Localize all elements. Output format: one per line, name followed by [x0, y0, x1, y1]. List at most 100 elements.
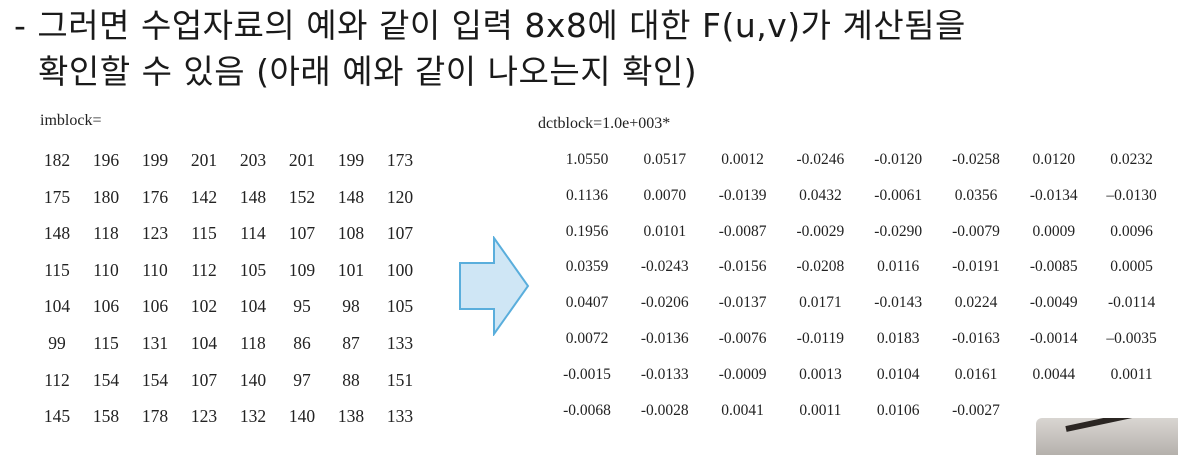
imblock-cell: 182 — [43, 150, 71, 170]
imblock-cell: 110 — [142, 259, 168, 280]
imblock-cell: 148 — [337, 186, 365, 207]
imblock-cell: 196 — [92, 150, 120, 170]
dctblock-cell: 0.0005 — [1110, 258, 1153, 276]
dctblock-cell: -0.0163 — [952, 330, 1000, 347]
imblock-cell: 133 — [386, 333, 414, 353]
dctblock-cell: 0.0171 — [799, 294, 842, 312]
dctblock-cell: -0.0243 — [640, 258, 689, 276]
imblock-cell: 95 — [293, 296, 311, 317]
dctblock-cell: -0.0076 — [718, 330, 767, 347]
dctblock-cell: -0.0114 — [1107, 294, 1156, 312]
dctblock-cell: 0.0232 — [1110, 151, 1153, 168]
imblock-cell: 109 — [288, 259, 316, 280]
imblock-cell: 97 — [293, 369, 311, 390]
dctblock-cell: -0.0015 — [563, 365, 611, 383]
headline-line-2: 확인할 수 있음 (아래 예와 같이 나오는지 확인) — [38, 52, 698, 91]
dctblock-cell: 0.0012 — [721, 151, 764, 168]
dctblock-cell: 0.0359 — [565, 258, 609, 276]
imblock-cell: 123 — [190, 406, 218, 427]
dctblock-label: dctblock=1.0e+003* — [538, 115, 671, 132]
imblock-cell: 101 — [337, 259, 365, 280]
imblock-cell: 175 — [43, 186, 71, 207]
imblock-cell: 87 — [342, 333, 360, 353]
dctblock-cell: -0.0028 — [640, 401, 689, 419]
imblock-cell: 199 — [141, 150, 169, 170]
dctblock-cell: 0.0096 — [1110, 222, 1153, 240]
dctblock-cell: -0.0134 — [1029, 186, 1078, 204]
dctblock-cell: -0.0079 — [952, 222, 1000, 240]
dctblock-cell: -0.0087 — [718, 222, 767, 240]
imblock-cell: 173 — [386, 150, 414, 170]
imblock-cell: 112 — [191, 259, 217, 280]
imblock-cell: 138 — [337, 406, 365, 427]
imblock-cell: 105 — [386, 296, 414, 317]
dctblock-cell: -0.0136 — [640, 330, 689, 347]
imblock-cell: 178 — [141, 406, 169, 427]
dctblock-cell: 0.0013 — [799, 365, 842, 383]
imblock-cell: 158 — [92, 406, 120, 427]
imblock-cell: 152 — [288, 186, 316, 207]
imblock-cell: 118 — [240, 333, 266, 353]
dctblock-cell: 0.0432 — [799, 186, 842, 204]
imblock-cell: 112 — [44, 369, 70, 390]
imblock-cell: 154 — [92, 369, 120, 390]
dctblock-cell: 0.0517 — [643, 151, 687, 168]
dctblock-cell: -0.0119 — [796, 330, 844, 347]
dctblock-cell: 0.0356 — [954, 186, 998, 204]
imblock-cell: 176 — [141, 186, 169, 207]
imblock-cell: 114 — [240, 223, 266, 244]
dctblock-cell: 0.0072 — [565, 330, 609, 347]
imblock-cell: 108 — [337, 223, 365, 244]
dctblock-cell: -0.0137 — [718, 294, 767, 312]
dctblock-cell: –0.0130 — [1106, 186, 1157, 204]
dctblock-cell: 0.0011 — [1110, 365, 1153, 383]
dctblock-cell: 0.0407 — [565, 294, 609, 312]
dctblock-cell: -0.0068 — [563, 401, 611, 419]
imblock-cell: 106 — [92, 296, 120, 317]
dctblock-cell: 0.0041 — [721, 401, 764, 419]
imblock-cell: 98 — [342, 296, 360, 317]
dctblock-cell: 0.0183 — [876, 330, 920, 347]
webcam-overlay — [1036, 418, 1178, 455]
dctblock-cell: -0.0290 — [874, 222, 923, 240]
imblock-cell: 115 — [44, 259, 70, 280]
imblock-label: imblock= — [40, 112, 102, 129]
imblock-cell: 148 — [239, 186, 267, 207]
dctblock-cell: -0.0061 — [874, 186, 923, 204]
imblock-cell: 154 — [141, 369, 169, 390]
imblock-cell: 142 — [190, 186, 218, 207]
imblock-cell: 140 — [288, 406, 316, 427]
dctblock-cell: 1.0550 — [565, 151, 609, 168]
imblock-cell: 118 — [93, 223, 119, 244]
imblock-cell: 140 — [239, 369, 267, 390]
dctblock-cell: -0.0009 — [718, 365, 767, 383]
dctblock-cell: 0.0120 — [1032, 151, 1076, 168]
headline-line-1: - 그러면 수업자료의 예와 같이 입력 8x8에 대한 F(u,v)가 계산됨… — [14, 6, 966, 45]
imblock-cell: 104 — [190, 333, 218, 353]
dctblock-cell: –0.0035 — [1106, 330, 1157, 347]
imblock-cell: 145 — [43, 406, 71, 427]
right-arrow-icon — [459, 236, 530, 336]
dctblock-cell: 0.0070 — [643, 186, 687, 204]
imblock-cell: 102 — [190, 296, 218, 317]
imblock-cell: 86 — [293, 333, 311, 353]
dctblock-cell: 0.0106 — [876, 401, 920, 419]
dctblock-cell: 0.1956 — [565, 222, 609, 240]
imblock-cell: 110 — [93, 259, 119, 280]
imblock-cell: 105 — [239, 259, 267, 280]
imblock-cell: 88 — [342, 369, 360, 390]
imblock-cell: 115 — [191, 223, 217, 244]
dctblock-cell: -0.0049 — [1029, 294, 1078, 312]
dctblock-cell: -0.0014 — [1029, 330, 1078, 347]
imblock-cell: 104 — [239, 296, 267, 317]
dctblock-cell: -0.0029 — [796, 222, 845, 240]
dctblock-cell: -0.0143 — [874, 294, 923, 312]
dctblock-cell: 0.0009 — [1032, 222, 1076, 240]
dctblock-cell: -0.0139 — [718, 186, 767, 204]
dctblock-cell: 0.0101 — [643, 222, 687, 240]
imblock-cell: 132 — [239, 406, 267, 427]
imblock-cell: 99 — [48, 333, 66, 353]
dctblock-cell: -0.0027 — [952, 401, 1000, 419]
imblock-cell: 107 — [190, 369, 218, 390]
dctblock-cell: -0.0206 — [640, 294, 689, 312]
